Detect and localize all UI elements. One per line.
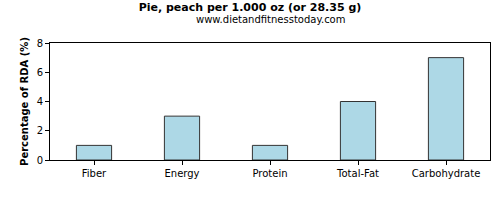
svg-text:6: 6 [37, 67, 43, 78]
svg-text:Energy: Energy [164, 168, 199, 179]
svg-text:Total-Fat: Total-Fat [336, 168, 379, 179]
svg-text:4: 4 [37, 96, 43, 107]
svg-text:www.dietandfitnesstoday.com: www.dietandfitnesstoday.com [196, 14, 345, 25]
svg-text:Carbohydrate: Carbohydrate [412, 168, 481, 179]
svg-text:Pie, peach per 1.000 oz (or 28: Pie, peach per 1.000 oz (or 28.35 g) [139, 1, 362, 14]
svg-text:Fiber: Fiber [82, 168, 107, 179]
svg-text:0: 0 [37, 155, 43, 166]
svg-text:8: 8 [37, 38, 43, 49]
svg-text:Percentage of RDA (%): Percentage of RDA (%) [19, 37, 30, 166]
svg-text:Protein: Protein [252, 168, 287, 179]
svg-text:2: 2 [37, 125, 43, 136]
